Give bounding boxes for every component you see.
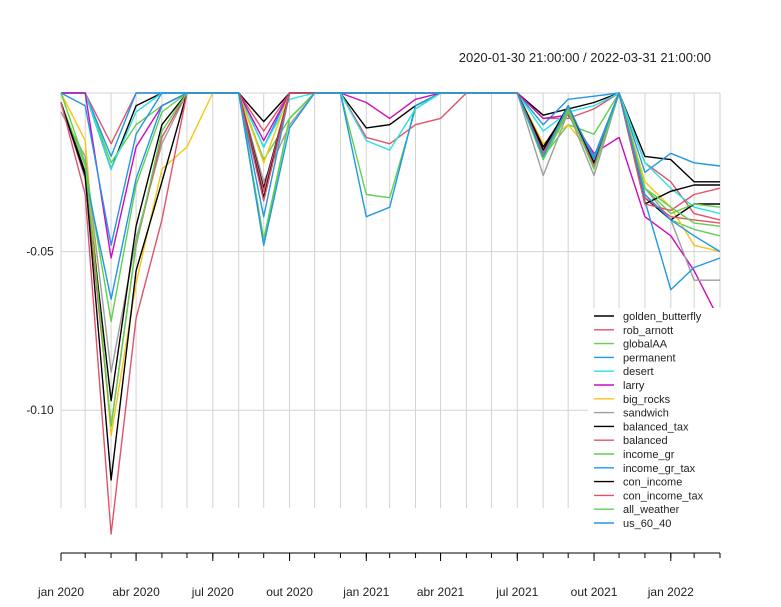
legend-label: con_income_tax xyxy=(623,490,704,502)
legend-label: rob_arnott xyxy=(623,325,673,337)
legend-label: globalAA xyxy=(623,339,668,351)
x-tick-label: jan 2020 xyxy=(37,585,84,599)
x-tick-label: jul 2020 xyxy=(191,585,234,599)
legend-label: income_gr xyxy=(623,449,675,461)
axes: -0.05 -0.10 jan 2020 abr 2020 jul 2020 out 20… xyxy=(26,245,721,599)
y-tick-label: -0.10 xyxy=(26,403,54,417)
legend-label: balanced xyxy=(623,435,668,447)
legend: golden_butterfly rob_arnott globalAAperman… xyxy=(588,308,723,533)
series-lines xyxy=(60,92,721,535)
x-tick-label: abr 2021 xyxy=(417,585,465,599)
x-tick-label: jan 2022 xyxy=(647,585,694,599)
legend-label: larry xyxy=(623,380,645,392)
y-tick-label: -0.05 xyxy=(26,245,54,259)
x-tick-label: abr 2020 xyxy=(112,585,160,599)
legend-label: balanced_tax xyxy=(623,421,689,433)
legend-label: desert xyxy=(623,366,654,378)
series-line-us_60_40 xyxy=(60,92,721,253)
legend-label: big_rocks xyxy=(623,394,671,406)
series-line-globalAA xyxy=(61,92,721,237)
legend-label: us_60_40 xyxy=(623,518,671,530)
legend-label: all_weather xyxy=(623,504,680,516)
x-tick-label: jul 2021 xyxy=(495,585,538,599)
legend-label: golden_butterfly xyxy=(623,311,702,323)
legend-label: permanent xyxy=(623,352,676,364)
x-tick-label: jan 2021 xyxy=(342,585,389,599)
date-range-label: 2020-01-30 21:00:00 / 2022-03-31 21:00:0… xyxy=(459,50,711,65)
legend-label: sandwich xyxy=(623,408,669,420)
series-line-income_gr xyxy=(60,92,721,323)
legend-label: con_income xyxy=(623,477,682,489)
x-tick-label: out 2021 xyxy=(571,585,618,599)
legend-label: income_gr_tax xyxy=(623,463,696,475)
series-line-larry xyxy=(61,92,721,322)
x-tick-label: out 2020 xyxy=(266,585,313,599)
